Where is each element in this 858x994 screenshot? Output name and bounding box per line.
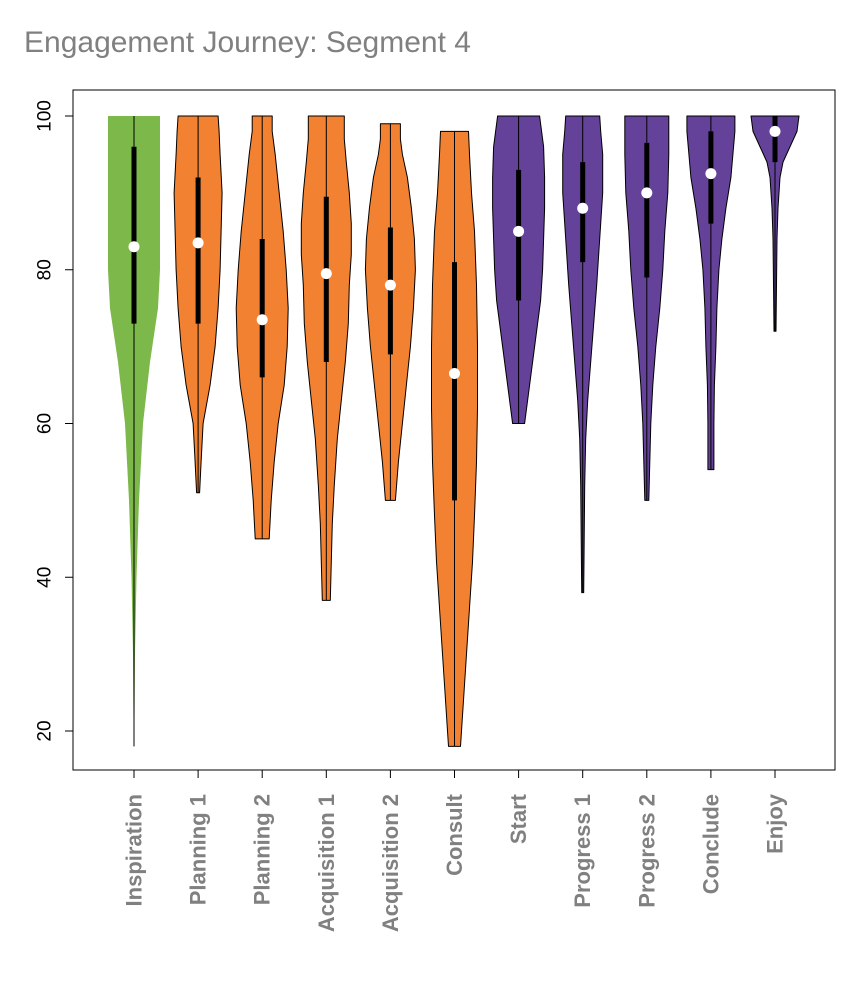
violin-start xyxy=(492,115,546,424)
median-dot xyxy=(513,225,525,237)
x-tick-label: Inspiration xyxy=(122,794,147,906)
violin-planning-1 xyxy=(173,115,223,494)
violin-consult xyxy=(431,130,478,747)
x-tick-label: Progress 1 xyxy=(570,794,595,908)
median-dot xyxy=(320,268,332,280)
x-tick-label: Acquisition 1 xyxy=(314,794,339,932)
median-dot xyxy=(769,125,781,137)
median-dot xyxy=(256,314,268,326)
median-dot xyxy=(128,241,140,253)
violin-planning-2 xyxy=(235,115,289,540)
x-tick-label: Planning 1 xyxy=(186,794,211,905)
violin-enjoy xyxy=(750,115,800,332)
median-dot xyxy=(705,168,717,180)
chart-title: Engagement Journey: Segment 4 xyxy=(24,26,471,59)
x-tick-label: Consult xyxy=(442,793,467,876)
x-axis: Inspiration Planning 1 Planning 2 Acquisiti… xyxy=(122,770,788,932)
y-tick-label: 80 xyxy=(35,259,56,280)
violin-progress-2 xyxy=(624,115,670,501)
x-tick-label: Planning 2 xyxy=(250,794,275,905)
violins xyxy=(108,115,800,747)
y-axis: 20 40 60 80 100 xyxy=(35,100,73,742)
y-tick-label: 40 xyxy=(35,567,56,588)
x-tick-label: Enjoy xyxy=(763,793,788,854)
median-dot xyxy=(449,368,460,380)
median-dot xyxy=(384,279,396,291)
violin-conclude xyxy=(686,115,736,471)
y-tick-label: 100 xyxy=(35,100,56,132)
violin-inspiration xyxy=(108,116,160,747)
violin-acquisition-2 xyxy=(364,123,416,501)
y-tick-label: 60 xyxy=(35,413,56,434)
median-dot xyxy=(641,187,653,199)
violin-acquisition-1 xyxy=(300,115,352,601)
x-tick-label: Start xyxy=(506,793,531,844)
median-dot xyxy=(577,202,589,214)
y-tick-label: 20 xyxy=(35,720,56,741)
x-tick-label: Progress 2 xyxy=(634,794,659,908)
x-tick-label: Acquisition 2 xyxy=(378,794,403,932)
x-tick-label: Conclude xyxy=(698,794,723,894)
median-dot xyxy=(192,237,204,249)
violin-progress-1 xyxy=(562,115,604,594)
